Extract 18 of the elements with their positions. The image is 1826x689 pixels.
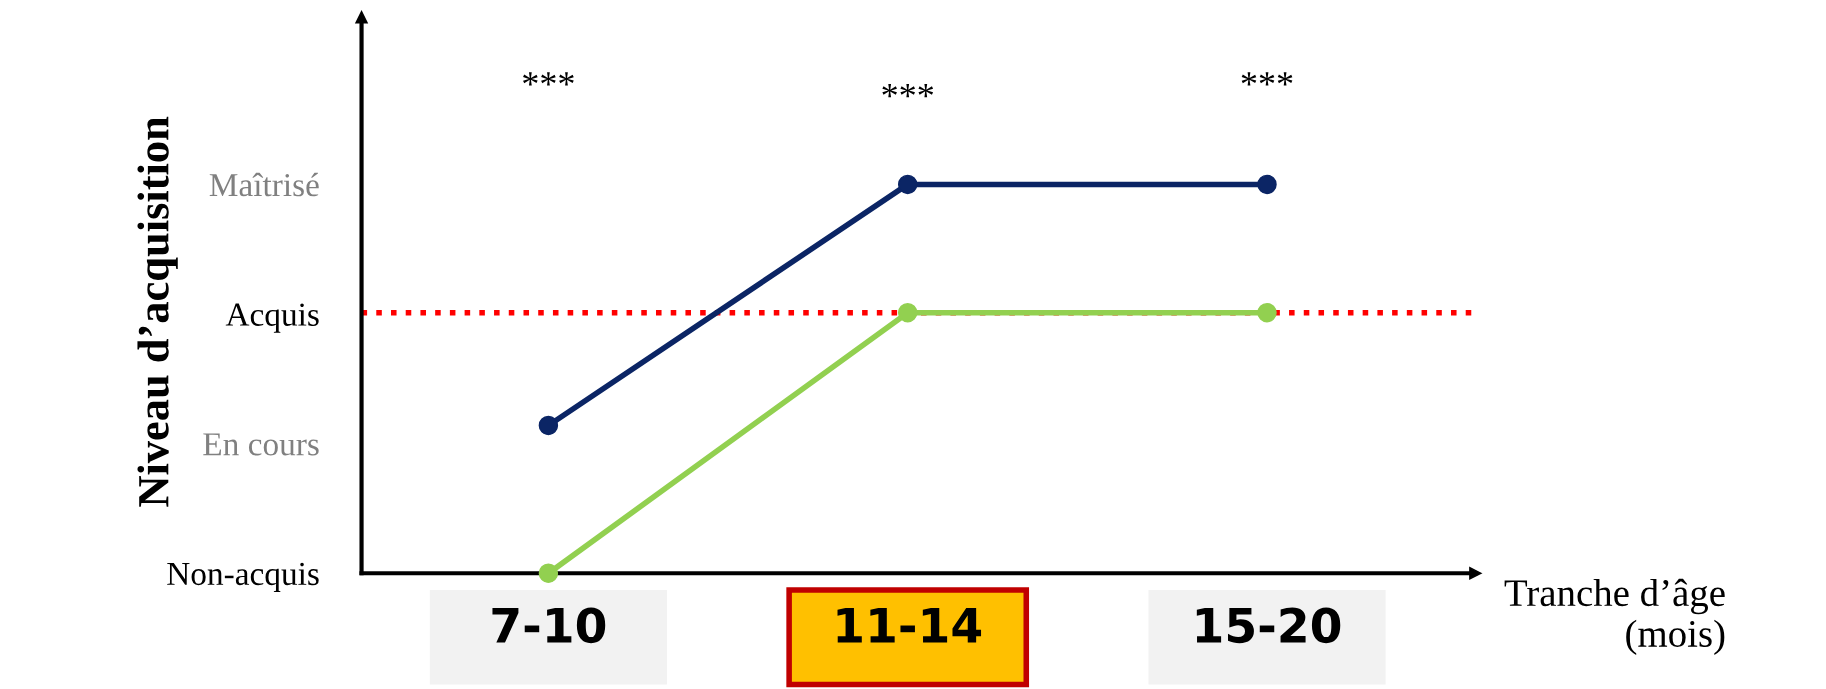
point xyxy=(538,415,559,436)
text: *** xyxy=(882,83,934,98)
y-axis-title: Niveau d’acquisition xyxy=(137,116,178,507)
x-tick-label: 7-10 xyxy=(492,607,606,644)
category-label: En cours xyxy=(203,433,319,456)
point xyxy=(897,174,918,195)
text: *** xyxy=(1241,72,1293,86)
point xyxy=(1257,174,1277,195)
x-tick-label: 15-20 xyxy=(1196,607,1341,644)
point xyxy=(1257,303,1277,323)
category-label: Acquis xyxy=(225,303,319,333)
category-label: Maîtrisé xyxy=(209,172,319,197)
point xyxy=(897,303,918,323)
x-tick-label: 11-14 xyxy=(837,608,982,643)
category-label: Non-acquis xyxy=(167,562,319,592)
point xyxy=(538,563,559,583)
text: *** xyxy=(523,72,574,86)
x-axis-title: Tranche d’âge (mois) xyxy=(1504,578,1725,655)
